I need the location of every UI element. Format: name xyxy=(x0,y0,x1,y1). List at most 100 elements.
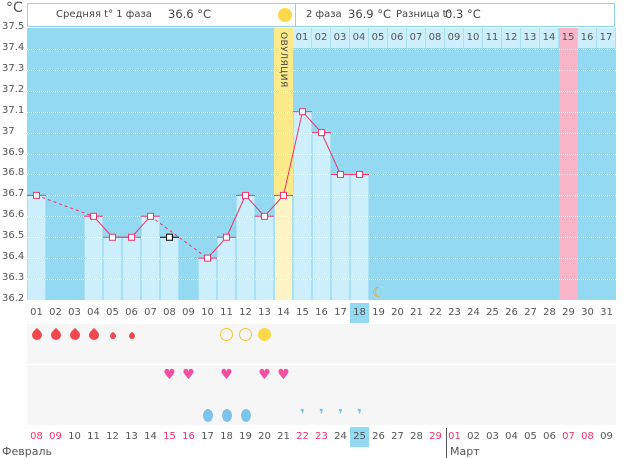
blood-drop-icon xyxy=(27,324,46,346)
phase2-label: 2 фаза xyxy=(306,9,342,20)
temperature-bar xyxy=(293,111,312,300)
temperature-point xyxy=(337,170,344,178)
y-tick-label: 36.9 xyxy=(2,146,25,158)
cycle-day-label: 11 xyxy=(220,307,233,318)
cycle-day-label: 19 xyxy=(372,307,385,318)
grid-line xyxy=(27,216,616,218)
watery-mucus-icon: ❜ xyxy=(357,407,362,423)
grid-line xyxy=(27,90,616,92)
calendar-date: 25 xyxy=(350,427,369,447)
next-cycle-day: 06 xyxy=(388,28,407,48)
calendar-date: 08 xyxy=(30,431,43,442)
y-tick-label: 37.2 xyxy=(2,83,25,95)
calendar-date: 05 xyxy=(524,431,537,442)
temperature-line xyxy=(27,108,369,262)
calendar-date: 04 xyxy=(505,431,518,442)
calendar-date: 19 xyxy=(239,431,252,442)
next-cycle-day: 17 xyxy=(597,28,616,48)
cycle-day-label: 26 xyxy=(505,307,518,318)
y-tick-label: 37 xyxy=(2,125,15,137)
temperature-chart[interactable]: ОВУЛЯЦИЯ 01 02 03 04 05 06 07 08 09 10 11 12 13 14 15 16… xyxy=(27,28,616,300)
cycle-day-label: 24 xyxy=(467,307,480,318)
next-cycle-day: 16 xyxy=(578,28,597,48)
calendar-date: 23 xyxy=(315,431,328,442)
calendar-date: 02 xyxy=(467,431,480,442)
next-cycle-day: 14 xyxy=(540,28,559,48)
test-negative-icon xyxy=(236,324,255,347)
test-positive-icon xyxy=(255,324,274,347)
line-segment xyxy=(321,132,341,175)
grid-line xyxy=(27,153,616,155)
next-cycle-day: 11 xyxy=(483,28,502,48)
y-tick-label: 36.3 xyxy=(2,272,25,284)
next-cycle-day: 09 xyxy=(445,28,464,48)
summary-header: Средняя t° 1 фаза 36.6 °C 2 фаза 36.9 °C… xyxy=(27,3,615,27)
calendar-date: 07 xyxy=(562,431,575,442)
grid-line xyxy=(27,237,616,239)
divider xyxy=(295,3,296,27)
temperature-point xyxy=(128,233,135,241)
next-cycle-day: 01 xyxy=(293,28,312,48)
calendar-date: 09 xyxy=(600,431,613,442)
next-cycle-day: 02 xyxy=(312,28,331,48)
phase1-value: 36.6 °C xyxy=(168,7,212,21)
cycle-day-label: 10 xyxy=(201,307,214,318)
heart-icon: ♥ xyxy=(220,367,233,383)
ovulation-label: ОВУЛЯЦИЯ xyxy=(278,32,288,88)
heart-icon: ♥ xyxy=(163,367,176,383)
calendar-date: 21 xyxy=(277,431,290,442)
calendar-date: 10 xyxy=(68,431,81,442)
temperature-point xyxy=(261,212,268,220)
calendar-date: 27 xyxy=(391,431,404,442)
cycle-day-label: 30 xyxy=(581,307,594,318)
calendar-date: 11 xyxy=(87,431,100,442)
month-march: Март xyxy=(450,445,480,458)
cycle-day-label: 02 xyxy=(49,307,62,318)
blood-drop-icon xyxy=(84,324,103,346)
small-blood-drop-icon xyxy=(122,324,141,345)
temperature-point xyxy=(280,191,287,199)
grid-line xyxy=(27,174,616,176)
cycle-day-label: 25 xyxy=(486,307,499,318)
y-tick-label: 36.5 xyxy=(2,230,25,242)
line-segment xyxy=(36,194,94,217)
cycle-day-label: 17 xyxy=(334,307,347,318)
calendar-date: 12 xyxy=(106,431,119,442)
calendar-date: 29 xyxy=(429,431,442,442)
watery-mucus-icon: ❜ xyxy=(338,407,343,423)
month-february: Февраль xyxy=(2,445,52,458)
next-cycle-day: 08 xyxy=(426,28,445,48)
month-divider xyxy=(446,428,447,458)
marker-row xyxy=(27,405,616,426)
heart-icon: ♥ xyxy=(258,367,271,383)
calendar-date: 17 xyxy=(201,431,214,442)
temperature-bar xyxy=(236,195,255,300)
y-tick-label: 37.1 xyxy=(2,104,25,116)
small-blood-drop-icon xyxy=(103,324,122,345)
cycle-day-label: 31 xyxy=(600,307,613,318)
cycle-day-label: 21 xyxy=(410,307,423,318)
temperature-bar xyxy=(217,237,236,300)
y-tick-label: 36.4 xyxy=(2,251,25,263)
temperature-bar xyxy=(160,237,179,300)
next-cycle-day: 12 xyxy=(502,28,521,48)
phase1-label: Средняя t° 1 фаза xyxy=(56,9,152,20)
cycle-day-label: 29 xyxy=(562,307,575,318)
cycle-day-label: 28 xyxy=(543,307,556,318)
cycle-day-label: 03 xyxy=(68,307,81,318)
y-tick-label: 37.5 xyxy=(2,21,25,32)
cycle-day-label: 12 xyxy=(239,307,252,318)
calendar-date: 01 xyxy=(448,431,461,442)
temperature-point xyxy=(33,191,40,199)
y-tick-label: 37.3 xyxy=(2,62,25,74)
grid-line xyxy=(27,258,616,260)
phase2-value: 36.9 °C xyxy=(348,7,392,21)
calendar-date: 20 xyxy=(258,431,271,442)
cycle-day-label: 06 xyxy=(125,307,138,318)
temperature-point xyxy=(242,191,249,199)
egg-white-mucus-icon xyxy=(236,405,255,428)
sun-icon xyxy=(278,8,292,22)
calendar-date: 16 xyxy=(182,431,195,442)
cycle-day-label: 16 xyxy=(315,307,328,318)
next-cycle-day: 15 xyxy=(559,28,578,48)
